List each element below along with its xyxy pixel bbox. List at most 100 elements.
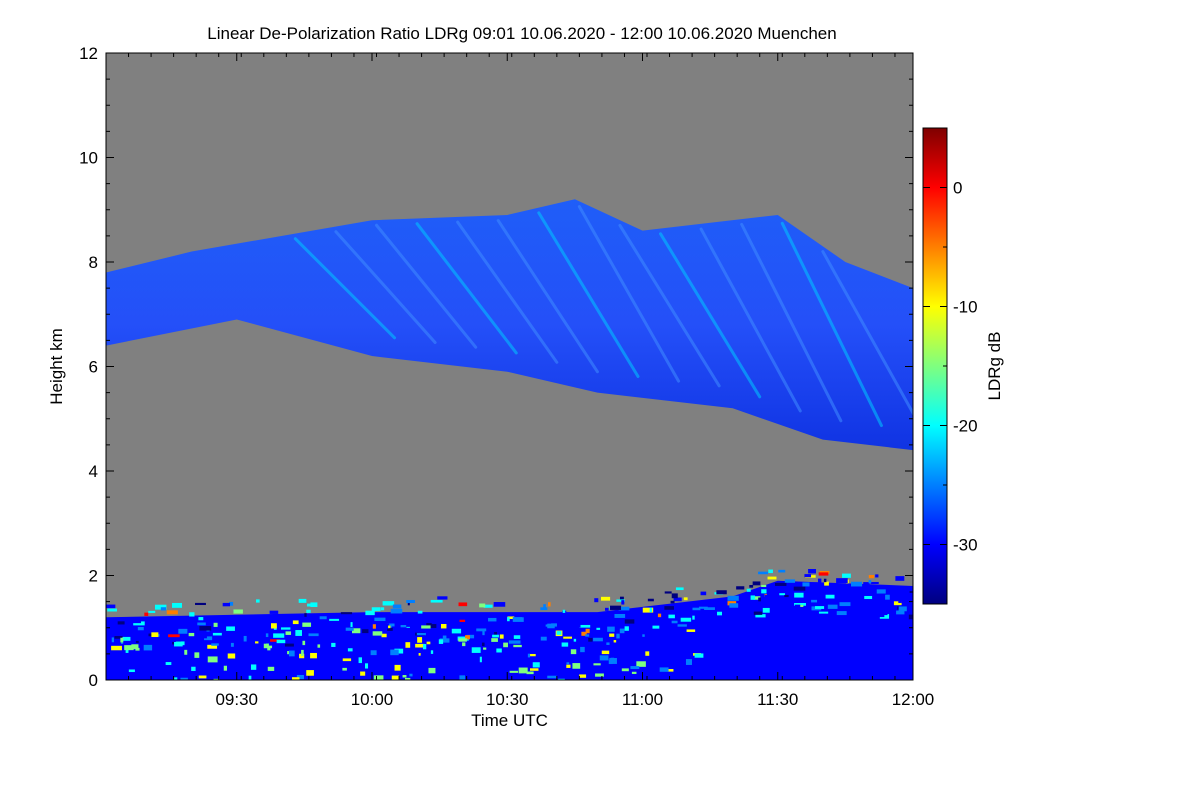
- aerosol-speckle: [540, 636, 547, 641]
- aerosol-speckle: [481, 642, 485, 647]
- aerosol-speckle: [664, 591, 672, 594]
- y-tick-label: 2: [89, 567, 98, 586]
- surface-speckle: [609, 633, 615, 637]
- cirrus-layer: [106, 199, 913, 451]
- aerosol-speckle: [579, 624, 591, 628]
- surface-speckle: [311, 663, 321, 667]
- surface-speckle: [606, 642, 610, 645]
- aerosol-speckle: [371, 607, 381, 612]
- surface-speckle: [513, 644, 522, 648]
- surface-speckle: [599, 655, 609, 661]
- surface-speckle: [207, 644, 218, 649]
- aerosol-speckle: [189, 612, 195, 617]
- aerosol-speckle: [610, 605, 622, 610]
- aerosol-speckle: [269, 610, 279, 614]
- surface-speckle: [347, 648, 353, 652]
- aerosol-speckle: [372, 624, 376, 629]
- aerosol-speckle: [493, 602, 506, 607]
- surface-speckle: [418, 653, 421, 656]
- aerosol-speckle: [821, 586, 832, 590]
- surface-speckle: [636, 661, 646, 667]
- surface-speckle: [527, 653, 531, 658]
- aerosol-speckle: [794, 603, 806, 606]
- aerosol-speckle: [768, 569, 773, 574]
- aerosol-speckle: [392, 604, 402, 609]
- surface-speckle: [579, 674, 587, 678]
- aerosol-speckle: [540, 607, 548, 611]
- surface-speckle: [619, 628, 625, 634]
- aerosol-speckle: [391, 626, 396, 629]
- aerosol-speckle: [804, 574, 812, 578]
- surface-speckle: [593, 663, 601, 666]
- aerosol-speckle: [426, 641, 431, 645]
- aerosol-speckle: [168, 627, 181, 631]
- aerosol-speckle: [507, 617, 510, 622]
- aerosol-speckle: [705, 599, 714, 605]
- aerosol-speckle: [761, 589, 767, 594]
- aerosol-speckle: [761, 584, 767, 588]
- aerosol-speckle: [825, 594, 835, 599]
- surface-speckle: [518, 667, 528, 674]
- surface-speckle: [458, 638, 467, 642]
- aerosol-speckle: [698, 606, 708, 609]
- aerosol-speckle: [268, 643, 281, 646]
- aerosol-speckle: [727, 595, 739, 601]
- aerosol-speckle: [793, 586, 806, 591]
- aerosol-speckle: [380, 607, 385, 611]
- aerosol-speckle: [675, 587, 684, 591]
- aerosol-speckle: [148, 610, 156, 613]
- surface-speckle: [310, 652, 317, 659]
- surface-speckle: [610, 657, 615, 660]
- surface-speckle: [462, 642, 466, 647]
- aerosol-speckle: [226, 626, 235, 631]
- surface-speckle: [365, 663, 369, 669]
- colorbar-axis: 0 -10 -20 -30: [923, 127, 978, 605]
- x-tick-label: 11:00: [622, 690, 663, 709]
- plot-features: [106, 199, 913, 680]
- aerosol-speckle: [616, 599, 625, 602]
- aerosol-speckle: [876, 589, 886, 594]
- aerosol-speckle: [106, 604, 116, 609]
- colorbar-tick-label: -10: [953, 298, 978, 317]
- surface-speckle: [248, 675, 252, 680]
- aerosol-speckle: [811, 582, 818, 585]
- surface-speckle: [621, 668, 629, 672]
- surface-speckle: [440, 623, 447, 629]
- aerosol-speckle: [195, 602, 206, 606]
- aerosol-speckle: [292, 620, 299, 625]
- aerosol-speckle: [387, 627, 393, 631]
- surface-speckle: [580, 646, 585, 653]
- aerosol-speckle: [811, 599, 818, 603]
- aerosol-speckle: [417, 610, 423, 614]
- surface-speckle: [394, 664, 401, 671]
- colorbar-tick-label: -20: [953, 417, 978, 436]
- aerosol-speckle: [122, 636, 131, 641]
- aerosol-speckle: [729, 603, 739, 608]
- aerosol-speckle: [304, 613, 307, 617]
- surface-speckle: [276, 639, 286, 644]
- surface-speckle: [509, 670, 519, 673]
- aerosol-speckle: [774, 582, 787, 586]
- aerosol-speckle: [562, 609, 566, 613]
- aerosol-speckle: [111, 637, 115, 643]
- surface-speckle: [677, 624, 687, 627]
- aerosol-speckle: [704, 607, 715, 610]
- surface-speckle: [659, 667, 669, 672]
- aerosol-speckle: [256, 599, 260, 603]
- boundary-layer: [106, 580, 913, 680]
- surface-speckle: [372, 631, 383, 636]
- surface-speckle: [556, 631, 562, 635]
- surface-speckle: [125, 648, 129, 653]
- chart-title: Linear De-Polarization Ratio LDRg 09:01 …: [207, 24, 836, 43]
- surface-speckle: [572, 663, 581, 669]
- surface-speckle: [652, 625, 660, 629]
- surface-speckle: [306, 670, 314, 676]
- y-tick-label: 6: [89, 358, 98, 377]
- aerosol-speckle: [600, 596, 611, 601]
- aerosol-speckle: [168, 634, 180, 638]
- aerosol-speckle: [229, 601, 234, 606]
- surface-speckle: [595, 673, 604, 677]
- aerosol-speckle: [779, 593, 786, 596]
- surface-speckle: [302, 640, 306, 646]
